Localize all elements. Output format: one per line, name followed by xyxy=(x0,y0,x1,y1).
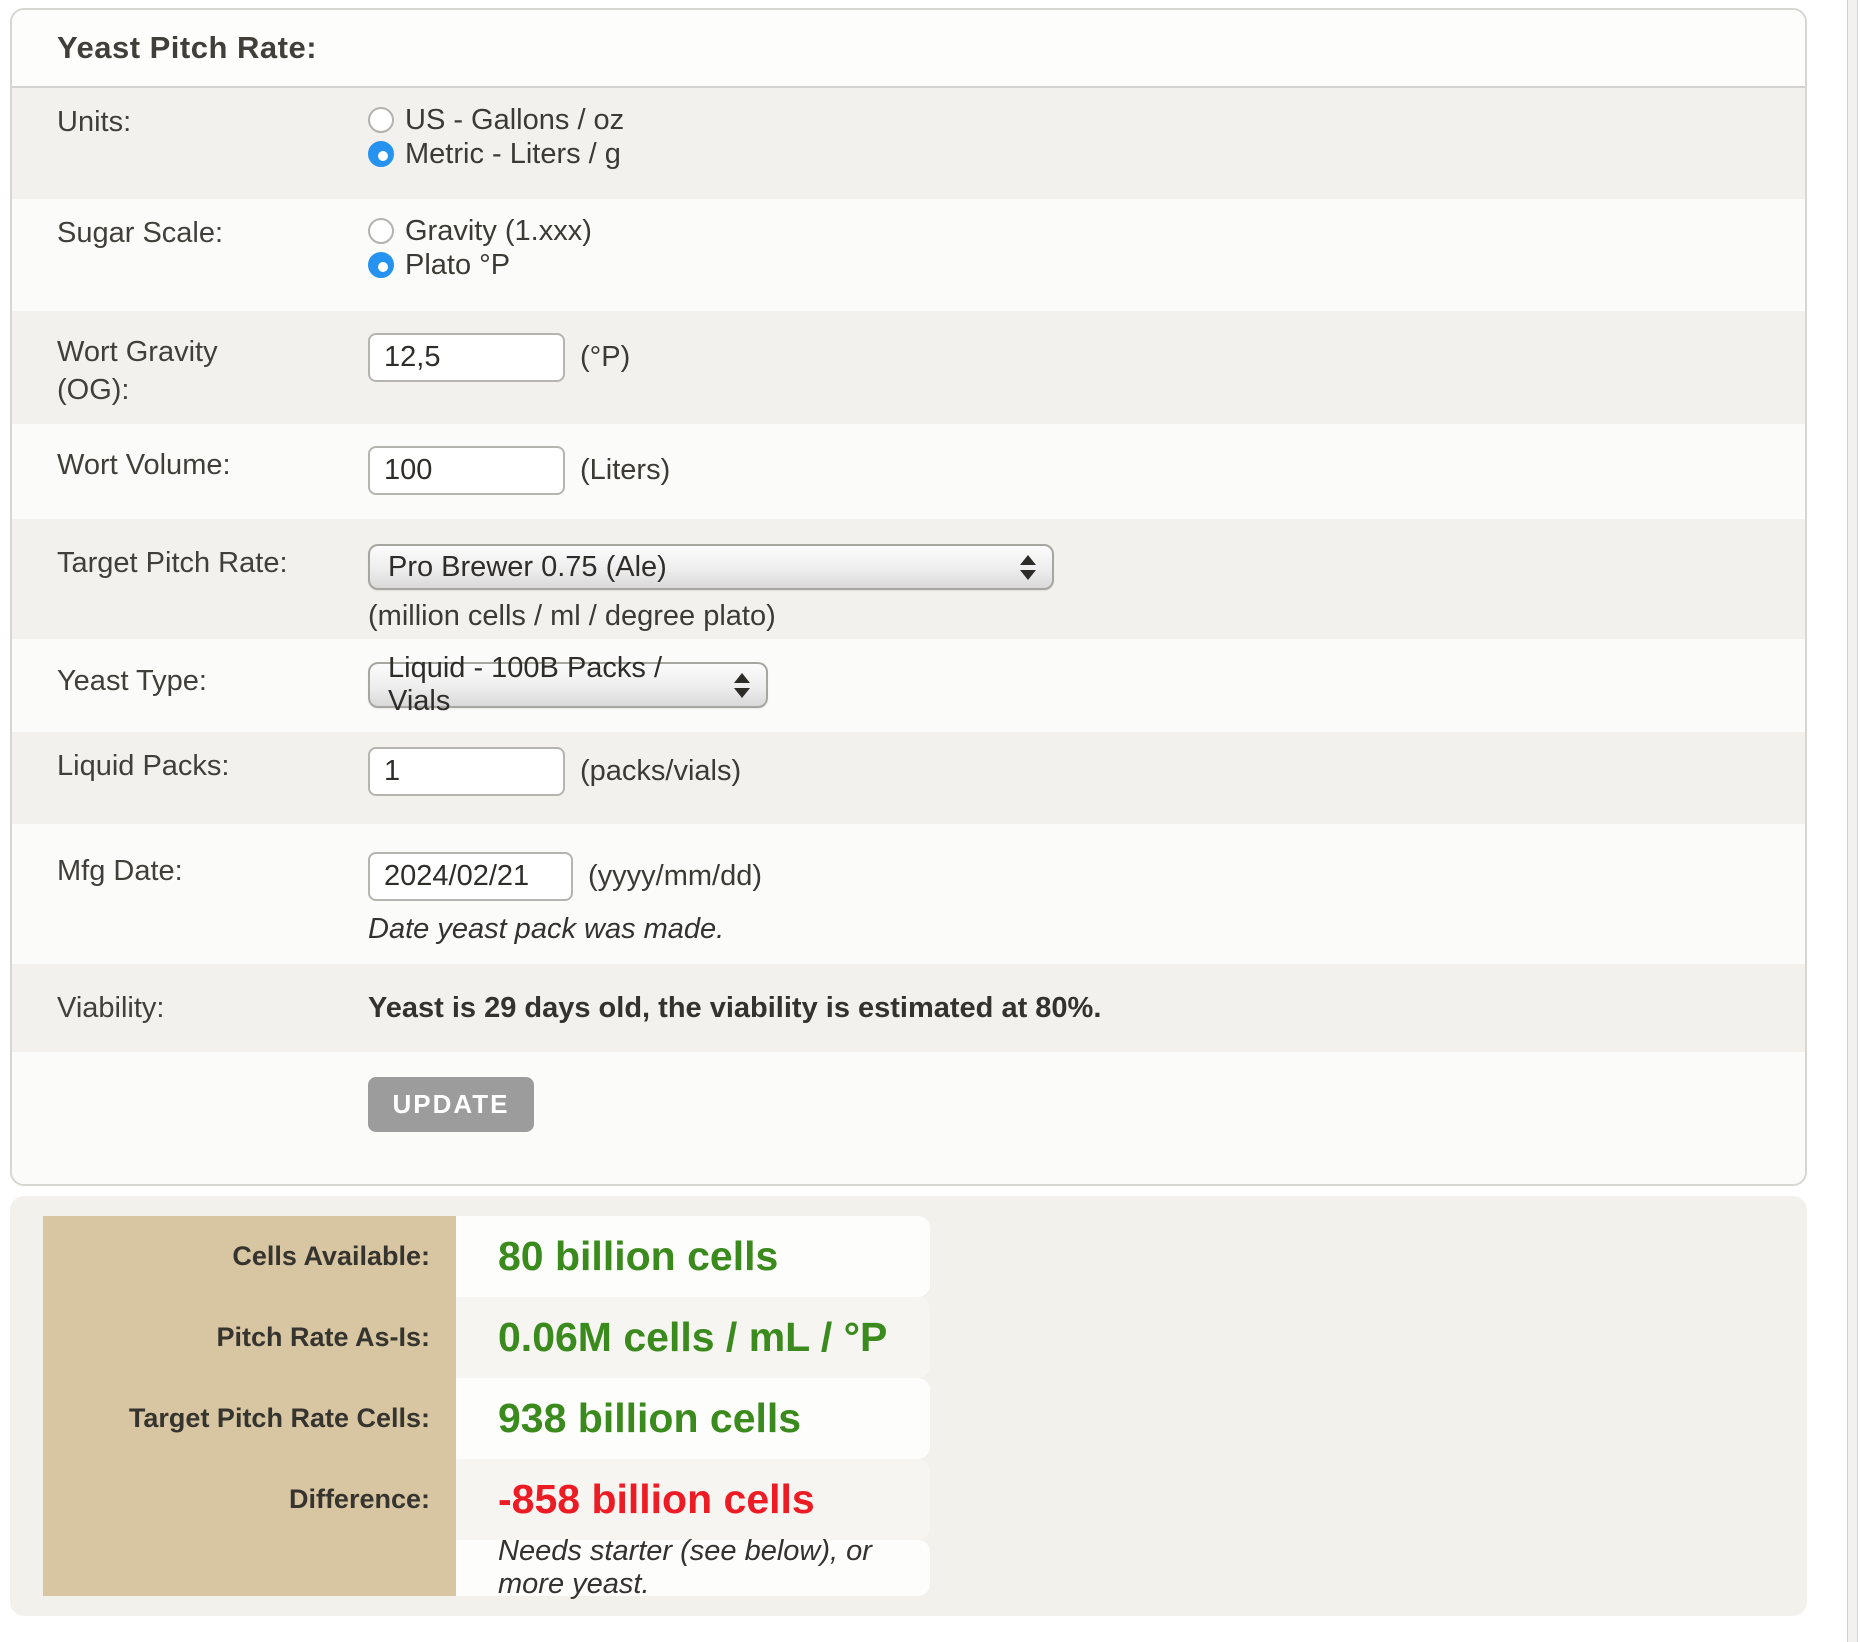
wort-gravity-row: Wort Gravity (OG): (°P) xyxy=(12,311,1805,424)
liquid-packs-control: (packs/vials) xyxy=(368,747,1805,796)
radio-selected-icon[interactable] xyxy=(368,141,394,167)
result-label-pitch-rate-as-is: Pitch Rate As-Is: xyxy=(43,1297,456,1378)
result-label-target-pitch-rate-cells: Target Pitch Rate Cells: xyxy=(43,1378,456,1459)
mfg-date-format-hint: (yyyy/mm/dd) xyxy=(588,860,762,892)
yeast-pitch-rate-panel: Yeast Pitch Rate: Units: US - Gallons / … xyxy=(10,8,1807,1186)
result-label-note-spacer xyxy=(43,1540,456,1596)
yeast-type-control: Liquid - 100B Packs / Vials xyxy=(368,652,1805,717)
wort-volume-control: (Liters) xyxy=(368,446,1805,495)
sugar-scale-option-gravity[interactable]: Gravity (1.xxx) xyxy=(368,214,1805,248)
mfg-date-control: (yyyy/mm/dd) Date yeast pack was made. xyxy=(368,852,1805,946)
wort-volume-unit: (Liters) xyxy=(580,454,671,486)
radio-unselected-icon[interactable] xyxy=(368,107,394,133)
units-option-us[interactable]: US - Gallons / oz xyxy=(368,103,1805,137)
yeast-type-row: Yeast Type: Liquid - 100B Packs / Vials xyxy=(12,639,1805,732)
liquid-packs-unit: (packs/vials) xyxy=(580,755,742,787)
target-pitch-rate-label: Target Pitch Rate: xyxy=(57,547,288,579)
wort-volume-label: Wort Volume: xyxy=(57,449,231,481)
radio-unselected-icon[interactable] xyxy=(368,218,394,244)
yeast-type-select[interactable]: Liquid - 100B Packs / Vials xyxy=(368,652,768,717)
mfg-date-input[interactable] xyxy=(368,852,573,901)
liquid-packs-row: Liquid Packs: (packs/vials) xyxy=(12,732,1805,824)
liquid-packs-label: Liquid Packs: xyxy=(57,750,230,782)
target-pitch-rate-select[interactable]: Pro Brewer 0.75 (Ale) xyxy=(368,544,1054,590)
target-pitch-rate-caption: (million cells / ml / degree plato) xyxy=(368,600,776,632)
units-options: US - Gallons / oz Metric - Liters / g xyxy=(368,103,1805,171)
mfg-date-note: Date yeast pack was made. xyxy=(368,913,725,945)
viability-text: Yeast is 29 days old, the viability is e… xyxy=(368,992,1102,1024)
page-title: Yeast Pitch Rate: xyxy=(57,30,318,65)
result-label-cells-available: Cells Available: xyxy=(43,1216,456,1297)
results-table: Cells Available: 80 billion cells Pitch … xyxy=(43,1216,1807,1600)
update-button[interactable]: UPDATE xyxy=(368,1077,534,1132)
wort-gravity-control: (°P) xyxy=(368,333,1805,382)
viability-row: Viability: Yeast is 29 days old, the via… xyxy=(12,964,1805,1052)
target-pitch-rate-row: Target Pitch Rate: Pro Brewer 0.75 (Ale)… xyxy=(12,519,1805,639)
sugar-scale-label: Sugar Scale: xyxy=(57,217,224,249)
sugar-scale-row: Sugar Scale: Gravity (1.xxx) Plato °P xyxy=(12,199,1805,311)
result-value-cells-available: 80 billion cells xyxy=(456,1216,930,1297)
viability-control: Yeast is 29 days old, the viability is e… xyxy=(368,989,1805,1027)
update-row: UPDATE xyxy=(12,1052,1805,1184)
wort-volume-row: Wort Volume: (Liters) xyxy=(12,424,1805,519)
viability-label: Viability: xyxy=(57,992,165,1024)
units-row: Units: US - Gallons / oz Metric - Liters… xyxy=(12,88,1805,199)
sugar-scale-options: Gravity (1.xxx) Plato °P xyxy=(368,214,1805,282)
result-note: Needs starter (see below), or more yeast… xyxy=(456,1535,930,1600)
wort-gravity-label: Wort Gravity (OG): xyxy=(57,336,218,406)
radio-selected-icon[interactable] xyxy=(368,252,394,278)
result-value-pitch-rate-as-is: 0.06M cells / mL / °P xyxy=(456,1297,930,1378)
mfg-date-row: Mfg Date: (yyyy/mm/dd) Date yeast pack w… xyxy=(12,824,1805,964)
wort-volume-input[interactable] xyxy=(368,446,565,495)
mfg-date-label: Mfg Date: xyxy=(57,855,183,887)
select-spinner-icon xyxy=(734,672,750,698)
units-option-metric[interactable]: Metric - Liters / g xyxy=(368,137,1805,171)
select-spinner-icon xyxy=(1020,554,1036,580)
yeast-type-label: Yeast Type: xyxy=(57,665,207,697)
result-value-target-pitch-rate-cells: 938 billion cells xyxy=(456,1378,930,1459)
wort-gravity-input[interactable] xyxy=(368,333,565,382)
update-control: UPDATE xyxy=(368,1077,1805,1132)
panel-header: Yeast Pitch Rate: xyxy=(12,10,1805,88)
units-label: Units: xyxy=(57,106,132,138)
results-panel: Cells Available: 80 billion cells Pitch … xyxy=(10,1196,1807,1616)
result-value-difference: -858 billion cells xyxy=(456,1459,930,1540)
result-label-difference: Difference: xyxy=(43,1459,456,1540)
wort-gravity-unit: (°P) xyxy=(580,341,631,373)
target-pitch-rate-control: Pro Brewer 0.75 (Ale) (million cells / m… xyxy=(368,544,1805,633)
sugar-scale-option-plato[interactable]: Plato °P xyxy=(368,248,1805,282)
scrollbar[interactable] xyxy=(1847,0,1858,1642)
liquid-packs-input[interactable] xyxy=(368,747,565,796)
